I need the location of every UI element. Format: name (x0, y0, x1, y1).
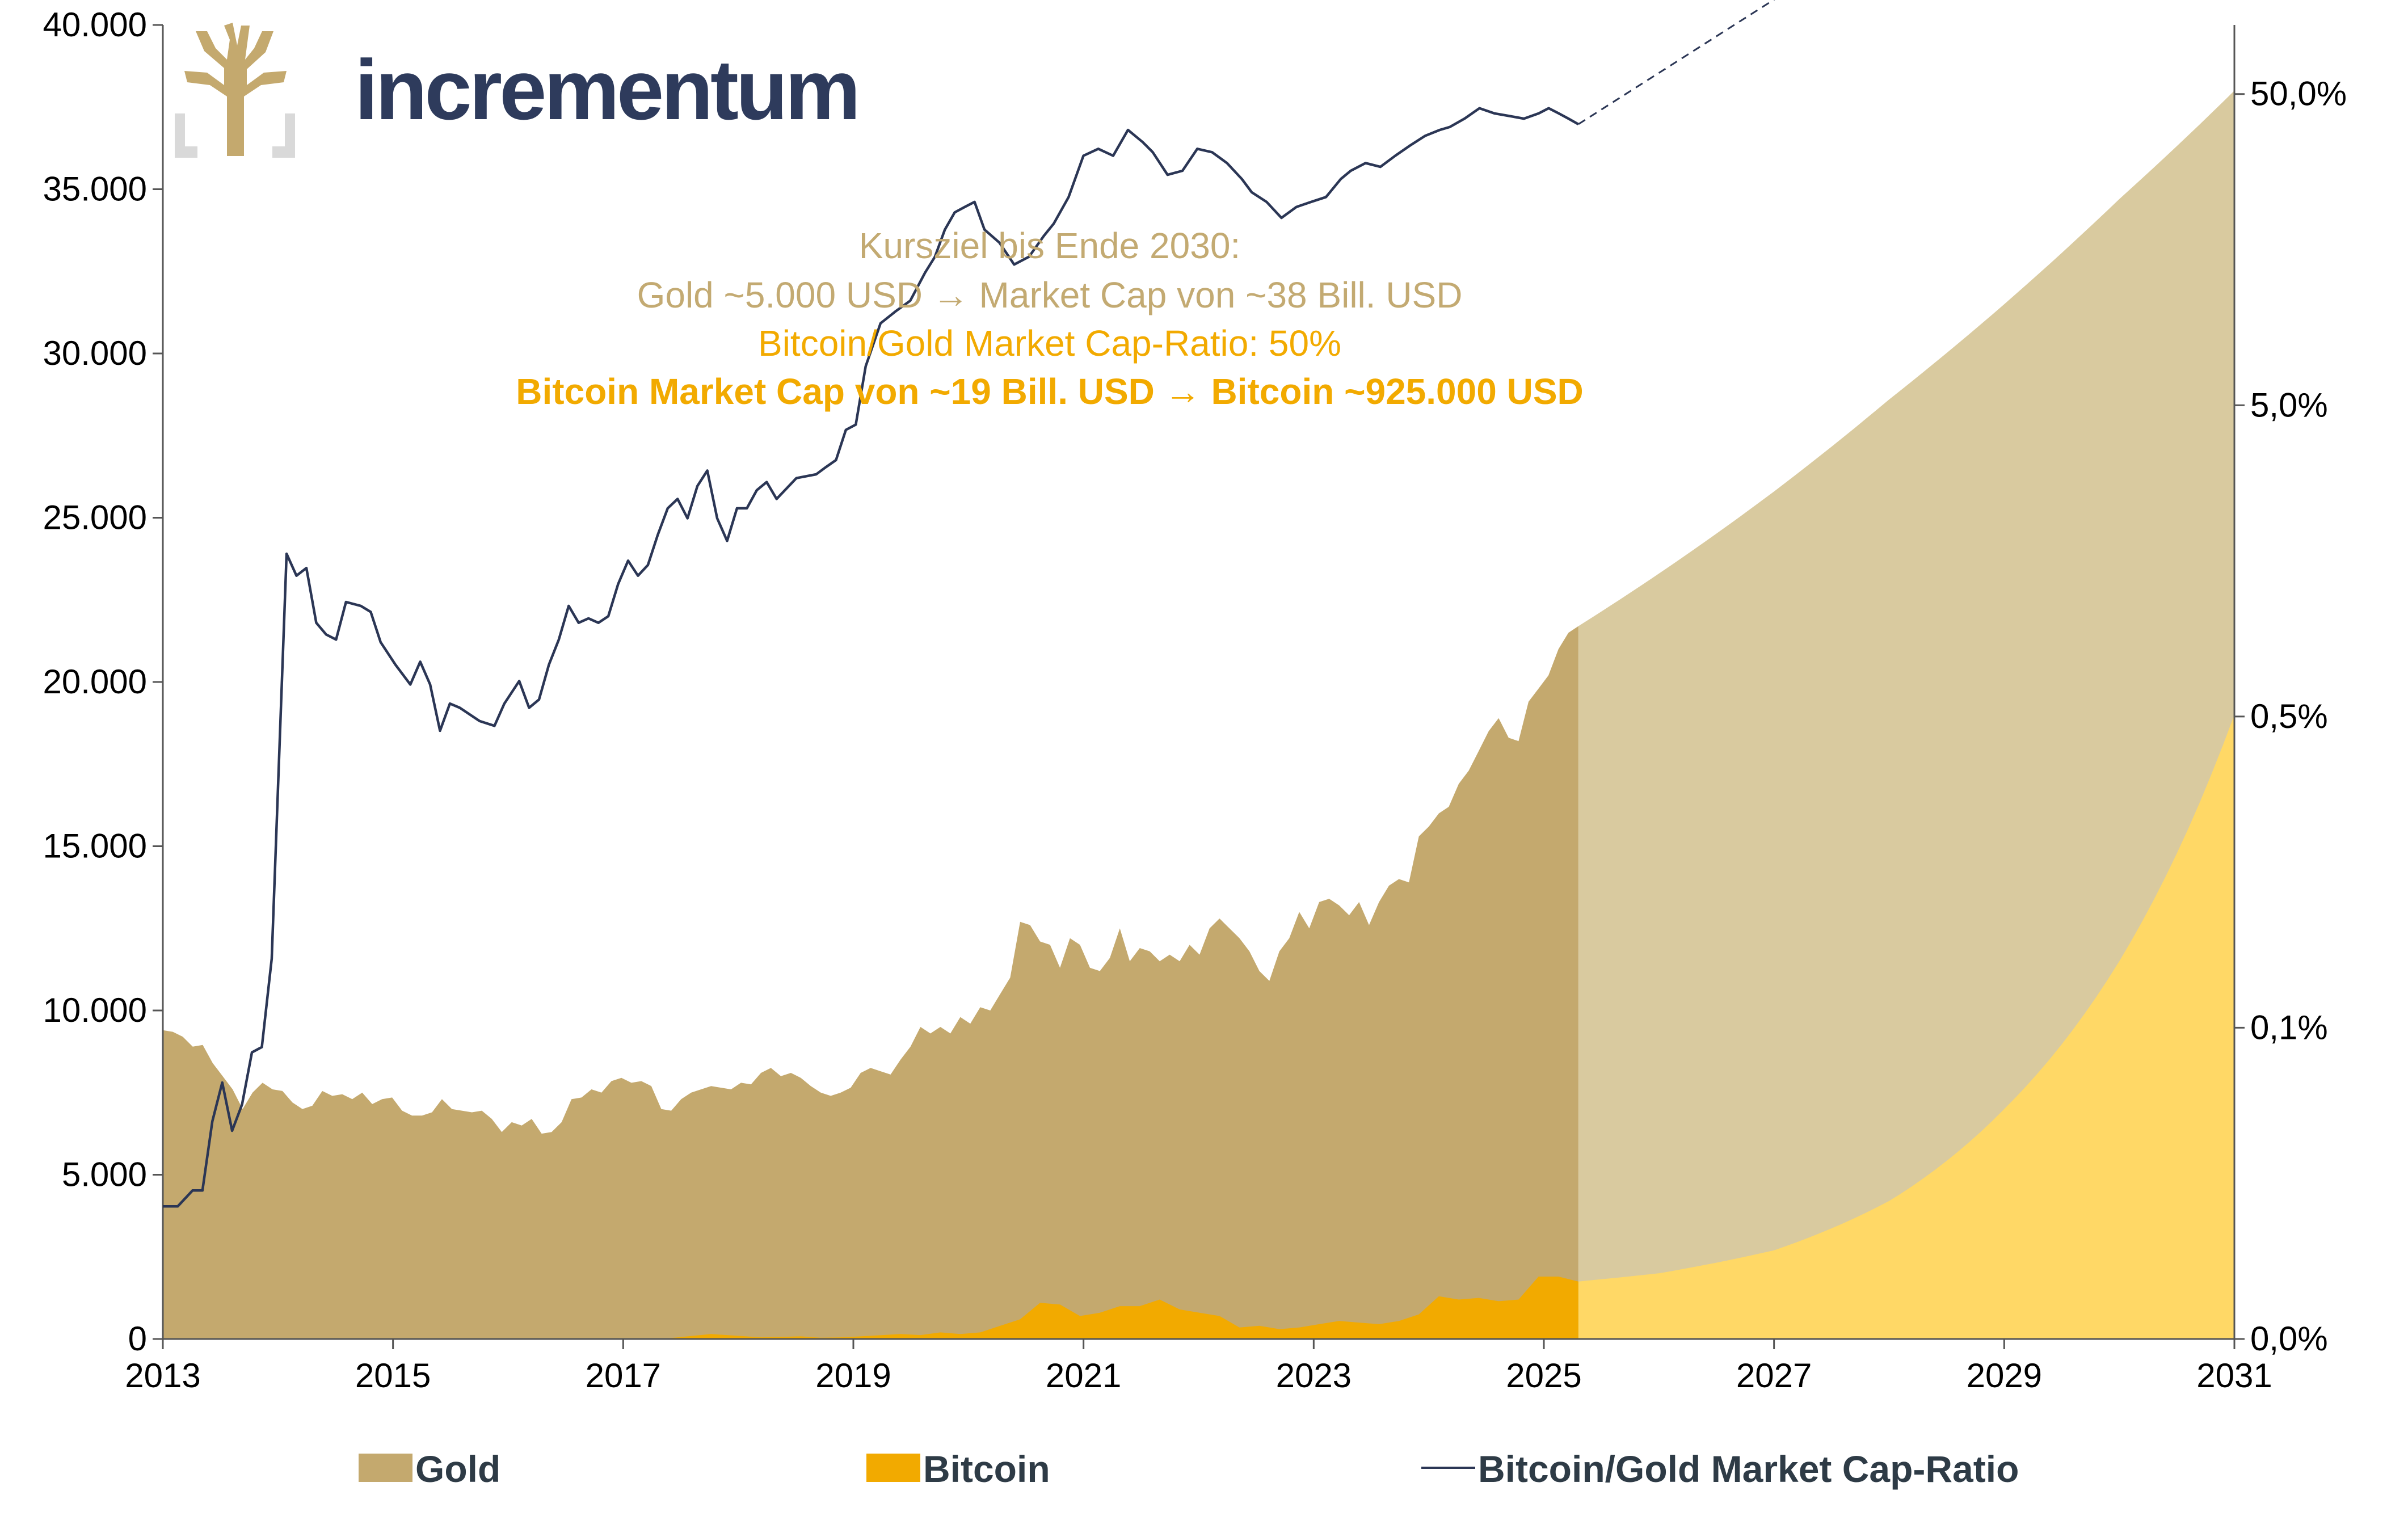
y-left-tick-label: 30.000 (43, 334, 147, 372)
legend-bitcoin-swatch (866, 1454, 920, 1482)
y-right-tick-label: 0,0% (2250, 1320, 2328, 1358)
gold-forecast-area (1578, 90, 2234, 1339)
ratio-layer (163, 0, 1775, 1208)
y-left-tick-label: 35.000 (43, 170, 147, 208)
ratio-line (163, 107, 1579, 1208)
ratio-forecast-line (1578, 0, 1775, 125)
y-right-tick-label: 50,0% (2250, 75, 2347, 113)
x-tick-label: 2015 (355, 1357, 431, 1395)
annotation-line2: Gold ~5.000 USD → Market Cap von ~38 Bil… (637, 275, 1463, 315)
bitcoin-forecast-area (1578, 714, 2234, 1339)
y-right-tick-label: 0,5% (2250, 697, 2328, 735)
annotation-line3: Bitcoin/Gold Market Cap-Ratio: 50% (758, 323, 1341, 364)
annotation-line4: Bitcoin Market Cap von ~19 Bill. USD → B… (516, 371, 1583, 412)
legend-ratio-label: Bitcoin/Gold Market Cap-Ratio (1478, 1448, 2019, 1490)
y-left-tick-label: 25.000 (43, 499, 147, 537)
gold-area (163, 626, 1578, 1339)
x-tick-label: 2023 (1276, 1357, 1352, 1395)
y-left-tick-label: 5.000 (62, 1156, 147, 1194)
brand-name: incrementum (355, 42, 858, 137)
y-left-tick-label: 0 (128, 1320, 147, 1358)
bitcoin-area (163, 1277, 1578, 1339)
x-tick-label: 2019 (815, 1357, 891, 1395)
x-tick-label: 2031 (2196, 1357, 2272, 1395)
y-right-tick-label: 0,1% (2250, 1008, 2328, 1046)
legend-gold-swatch (359, 1454, 412, 1482)
x-tick-label: 2025 (1506, 1357, 1581, 1395)
brand-logo (175, 23, 295, 158)
y-left-tick-label: 15.000 (43, 827, 147, 865)
x-tick-label: 2021 (1046, 1357, 1121, 1395)
x-tick-label: 2029 (1967, 1357, 2042, 1395)
y-left-tick-label: 40.000 (43, 6, 147, 44)
annotation-line1: Kursziel bis Ende 2030: (859, 225, 1240, 266)
legend-layer: Gold Bitcoin Bitcoin/Gold Market Cap-Ratio (359, 1448, 2019, 1490)
tree-icon (175, 23, 295, 158)
y-left-tick-label: 10.000 (43, 991, 147, 1029)
x-tick-label: 2017 (586, 1357, 661, 1395)
y-right-tick-label: 5,0% (2250, 386, 2328, 424)
axes-layer: 0 5.000 10.000 15.000 20.000 25.000 30.000 35.0… (43, 6, 2347, 1395)
legend-gold-label: Gold (415, 1448, 500, 1490)
areas-layer (163, 90, 2234, 1339)
legend-bitcoin-label: Bitcoin (923, 1448, 1050, 1490)
x-tick-label: 2027 (1736, 1357, 1812, 1395)
y-left-tick-label: 20.000 (43, 663, 147, 701)
x-tick-label: 2013 (125, 1357, 200, 1395)
